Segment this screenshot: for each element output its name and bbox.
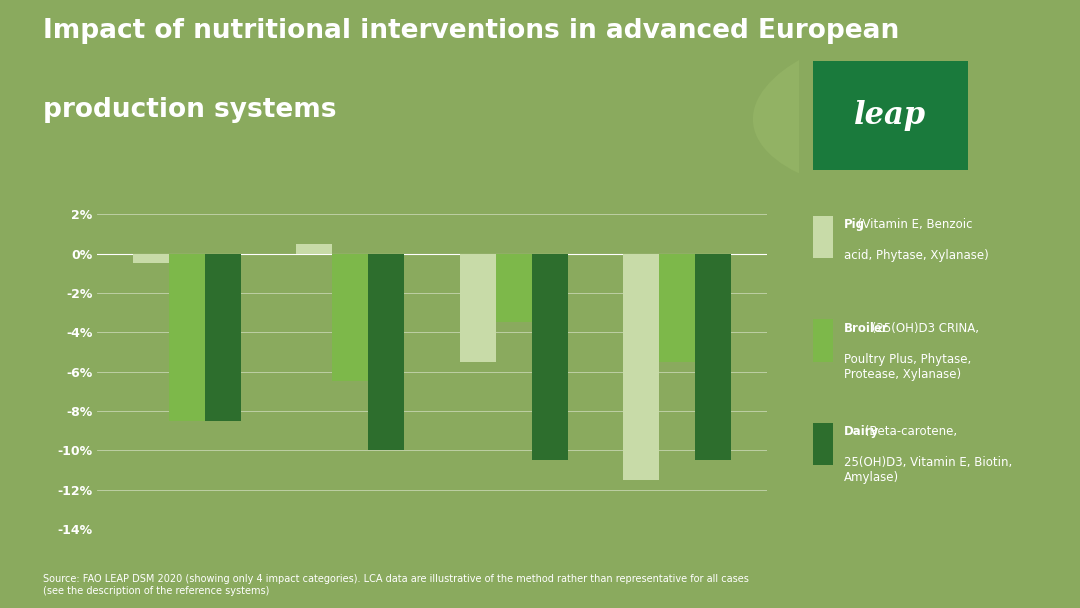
Ellipse shape xyxy=(753,22,1080,196)
Bar xyxy=(170,254,205,421)
Text: acid, Phytase, Xylanase): acid, Phytase, Xylanase) xyxy=(845,249,989,262)
FancyBboxPatch shape xyxy=(813,423,833,465)
Bar xyxy=(496,254,531,322)
Text: (Vitamin E, Benzoic: (Vitamin E, Benzoic xyxy=(854,218,973,232)
Text: Poultry Plus, Phytase,
Protease, Xylanase): Poultry Plus, Phytase, Protease, Xylanas… xyxy=(845,353,971,381)
Text: 25(OH)D3, Vitamin E, Biotin,
Amylase): 25(OH)D3, Vitamin E, Biotin, Amylase) xyxy=(845,456,1012,484)
Text: Dairy: Dairy xyxy=(845,425,879,438)
FancyBboxPatch shape xyxy=(813,61,968,170)
Bar xyxy=(460,254,496,362)
Bar xyxy=(205,254,241,421)
Bar xyxy=(659,254,694,362)
Bar xyxy=(333,254,368,381)
Bar xyxy=(296,244,333,254)
Text: (25(OH)D3 CRINA,: (25(OH)D3 CRINA, xyxy=(867,322,978,335)
Text: Impact of nutritional interventions in advanced European: Impact of nutritional interventions in a… xyxy=(43,18,900,44)
Text: leap: leap xyxy=(854,100,927,131)
FancyBboxPatch shape xyxy=(813,216,833,258)
Bar xyxy=(531,254,568,460)
Bar xyxy=(694,254,731,460)
Text: (Beta-carotene,: (Beta-carotene, xyxy=(861,425,957,438)
Text: Broiler: Broiler xyxy=(845,322,889,335)
Text: Pig: Pig xyxy=(845,218,865,232)
Text: Source: FAO LEAP DSM 2020 (showing only 4 impact categories). LCA data are illus: Source: FAO LEAP DSM 2020 (showing only … xyxy=(43,574,750,596)
Bar xyxy=(133,254,170,263)
FancyBboxPatch shape xyxy=(813,319,833,362)
Text: production systems: production systems xyxy=(43,97,337,123)
Bar xyxy=(623,254,659,480)
Bar xyxy=(368,254,404,451)
